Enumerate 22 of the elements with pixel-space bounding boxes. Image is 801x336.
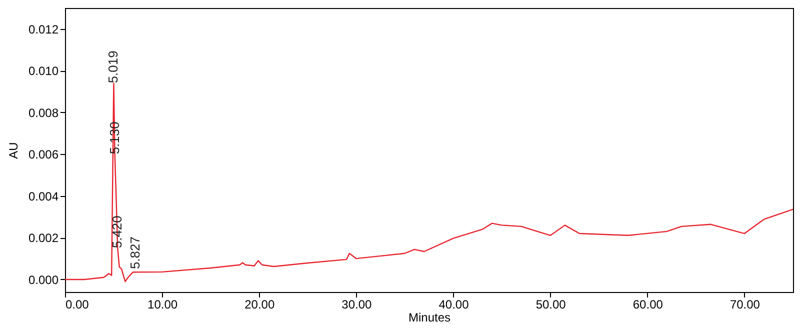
x-tick-label: 40.00 xyxy=(438,298,470,312)
x-tick-label: 10.00 xyxy=(148,298,178,312)
y-tick-label: 0.012 xyxy=(28,22,59,36)
y-tick-label: 0.000 xyxy=(28,272,59,287)
x-tick-label: 20.00 xyxy=(244,298,275,312)
y-tick-label: 0.004 xyxy=(28,189,59,204)
x-tick-label: 0.00 xyxy=(66,298,90,312)
x-axis-title: Minutes xyxy=(408,310,451,324)
annotation: 5.019 xyxy=(106,50,121,84)
y-axis-title: AU xyxy=(6,142,20,159)
y-tick-label: 0.002 xyxy=(28,231,59,246)
y-tick-label: 0.008 xyxy=(28,106,59,120)
y-tick-label: 0.006 xyxy=(28,148,59,162)
annotation: 5.827 xyxy=(128,236,143,270)
x-tick-label: 60.00 xyxy=(632,298,664,312)
y-tick-label: 0.010 xyxy=(28,64,59,78)
x-tick-label: 70.00 xyxy=(730,298,760,312)
x-tick-label: 30.00 xyxy=(342,298,372,312)
annotation: 5.420 xyxy=(110,216,125,248)
line-series xyxy=(64,82,794,282)
x-tick-label: 50.00 xyxy=(536,298,566,312)
annotation: 5.130 xyxy=(106,122,122,154)
